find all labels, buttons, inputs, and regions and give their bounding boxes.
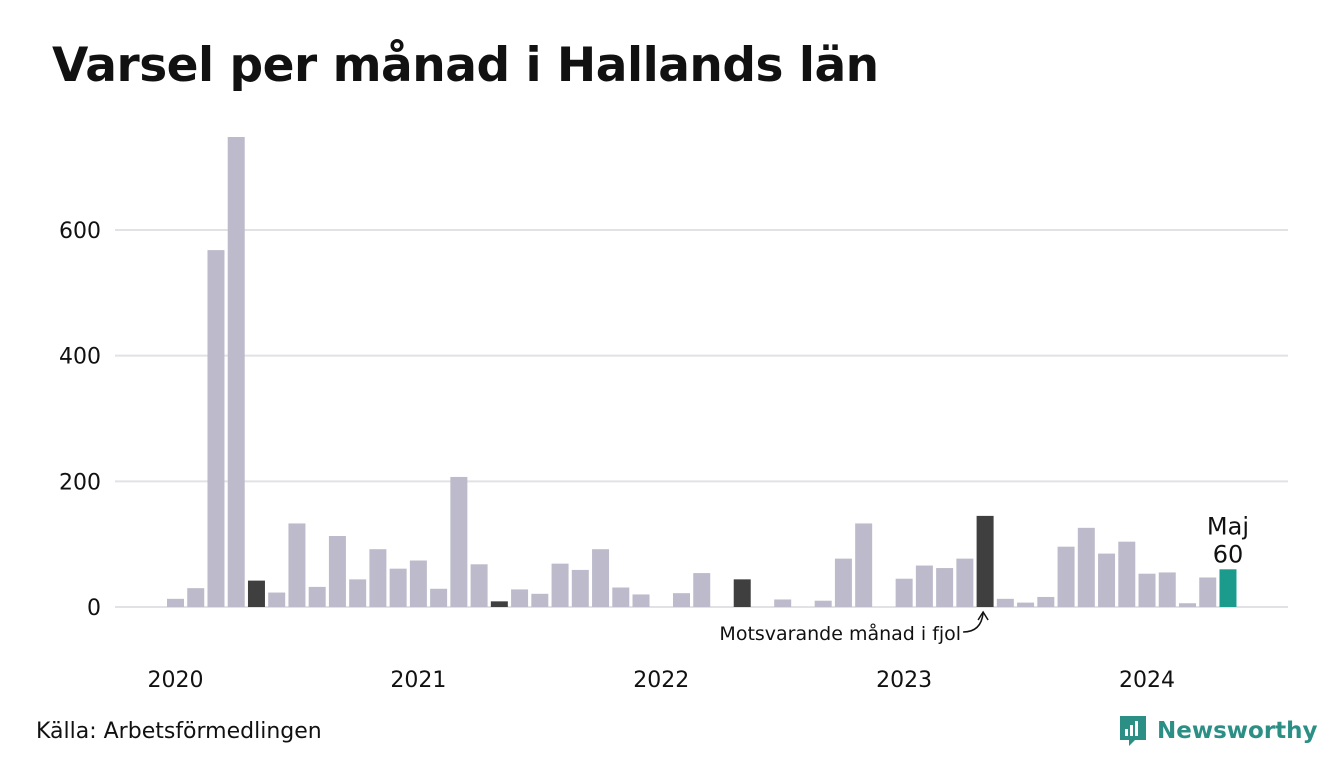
- bar: [1098, 553, 1116, 607]
- bar: [936, 568, 954, 607]
- bar: [1057, 546, 1075, 607]
- bar: [430, 588, 448, 607]
- y-tick-label: 200: [59, 470, 101, 495]
- newsworthy-logo: Newsworthy: [1118, 714, 1318, 748]
- bar: [349, 579, 367, 607]
- bar: [187, 588, 205, 607]
- bar: [1179, 603, 1196, 607]
- x-year-label: 2022: [633, 668, 689, 693]
- bar: [1219, 569, 1237, 607]
- bar: [895, 578, 913, 607]
- bar: [531, 593, 549, 607]
- x-axis-year-labels: 2020 2021 2022 2023 2024: [148, 668, 1176, 693]
- annotation-arrow-line: [963, 612, 984, 633]
- bar: [268, 592, 286, 607]
- bar: [1118, 541, 1136, 607]
- source-note: Källa: Arbetsförmedlingen: [36, 719, 322, 744]
- bar: [915, 565, 933, 607]
- bar: [207, 250, 225, 607]
- bar: [733, 579, 751, 607]
- bar: [834, 558, 852, 607]
- bar: [247, 580, 265, 607]
- x-year-label: 2021: [390, 668, 446, 693]
- bar: [571, 569, 589, 607]
- bar: [227, 137, 245, 608]
- annotation-arrow-head: [977, 610, 989, 621]
- bar: [1199, 577, 1217, 607]
- chart-title: Varsel per månad i Hallands län: [52, 38, 879, 93]
- bar: [490, 601, 508, 607]
- bar: [996, 598, 1014, 607]
- bar: [308, 586, 326, 607]
- newsworthy-logo-icon: [1120, 716, 1146, 746]
- bar: [167, 598, 184, 607]
- bars: [167, 137, 1237, 608]
- logo-text: Newsworthy: [1157, 718, 1318, 744]
- bar: [976, 515, 994, 607]
- bar: [288, 523, 306, 607]
- bar: [673, 593, 690, 607]
- bar: [693, 573, 711, 607]
- bar: [409, 560, 427, 607]
- bar: [1158, 572, 1176, 607]
- bar: [956, 558, 974, 607]
- bar: [470, 564, 488, 607]
- bar: [389, 568, 407, 607]
- bar: [551, 563, 569, 607]
- bar: [1077, 527, 1095, 607]
- bar: [511, 589, 529, 607]
- x-year-label: 2023: [876, 668, 932, 693]
- x-year-label: 2024: [1119, 668, 1175, 693]
- y-tick-label: 400: [59, 345, 101, 370]
- bar: [632, 594, 650, 607]
- bar: [612, 587, 630, 607]
- y-axis-ticks: 0 200 400 600: [59, 219, 101, 621]
- current-value-label: 60: [1213, 540, 1244, 568]
- bar: [774, 599, 792, 607]
- bar: [450, 476, 468, 607]
- bar: [814, 600, 832, 607]
- bar: [1138, 573, 1156, 607]
- bar: [1037, 596, 1055, 607]
- x-year-label: 2020: [148, 668, 204, 693]
- bar: [1017, 602, 1035, 607]
- previous-year-annotation: Motsvarande månad i fjol: [719, 622, 961, 645]
- bar: [855, 523, 873, 607]
- bar: [592, 549, 610, 607]
- y-tick-label: 600: [59, 219, 101, 244]
- current-month-label: Maj: [1207, 512, 1249, 540]
- bar: [328, 535, 346, 607]
- y-tick-label: 0: [87, 596, 101, 621]
- bar: [369, 549, 387, 607]
